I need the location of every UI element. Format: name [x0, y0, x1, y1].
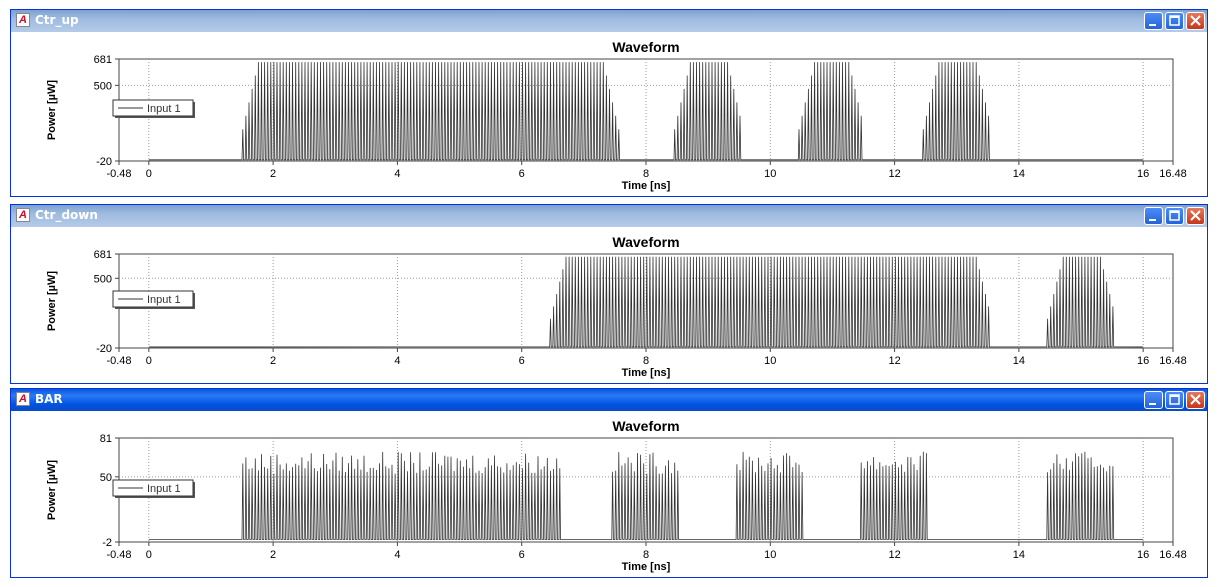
y-tick-label: 681 [94, 54, 112, 66]
app-icon: A [16, 13, 30, 27]
y-tick-label: 81 [100, 433, 112, 445]
x-tick-label: 16 [1137, 355, 1149, 367]
x-tick-label: 6 [519, 168, 525, 180]
maximize-button[interactable] [1165, 391, 1184, 409]
window-ctr-down: A Ctr_down Waveform -0.48 0 2 4 6 8 10 12 14 16 16.… [10, 204, 1208, 384]
y-tick-label: -2 [102, 537, 112, 549]
x-tick-label: 4 [394, 168, 400, 180]
series-line [148, 451, 1144, 540]
waveform-chart: Waveform -0.48 0 2 4 6 8 10 12 14 16 16.48 81 50 -2 Tim… [46, 418, 1187, 573]
x-tick-label: -0.48 [106, 549, 131, 561]
y-axis-label: Power [µW] [46, 80, 58, 140]
x-tick-label: 10 [764, 355, 776, 367]
window-title: Ctr_down [35, 208, 98, 222]
y-tick-label: 681 [94, 249, 112, 261]
maximize-icon [1169, 15, 1180, 26]
close-button[interactable] [1186, 12, 1205, 30]
x-tick-label: 16 [1137, 168, 1149, 180]
maximize-icon [1169, 394, 1180, 405]
maximize-button[interactable] [1165, 207, 1184, 225]
x-tick-label: 4 [394, 355, 400, 367]
x-tick-label: 2 [270, 549, 276, 561]
x-axis-label: Time [ns] [622, 561, 671, 573]
series-line [148, 256, 1144, 348]
window-content: Waveform -0.48 0 2 4 6 8 10 12 14 16 16.48 81 50 -2 Tim… [11, 411, 1207, 577]
x-tick-label: 12 [888, 549, 900, 561]
minimize-icon [1149, 24, 1156, 26]
chart-title: Waveform [612, 234, 679, 250]
chart-title: Waveform [612, 418, 679, 434]
x-tick-label: 4 [394, 549, 400, 561]
y-tick-label: 500 [94, 273, 112, 285]
x-tick-label: 16.48 [1159, 168, 1187, 180]
x-tick-label: 6 [519, 549, 525, 561]
window-titlebar[interactable]: A Ctr_down [11, 205, 1207, 227]
window-title: Ctr_up [35, 13, 79, 27]
legend-box [112, 479, 194, 497]
x-axis-label: Time [ns] [622, 180, 671, 192]
legend-box [112, 290, 194, 308]
x-tick-label: 2 [270, 355, 276, 367]
y-tick-label: -20 [96, 343, 112, 355]
waveform-chart: Waveform -0.48 0 2 4 6 8 10 12 14 16 16.48 681 500 -20… [46, 39, 1187, 192]
waveform-chart: Waveform -0.48 0 2 4 6 8 10 12 14 16 16.48 681 500 -20… [46, 234, 1187, 379]
x-tick-label: 12 [888, 355, 900, 367]
x-tick-label: 16.48 [1159, 355, 1187, 367]
series-line [148, 62, 1144, 161]
x-tick-label: 6 [519, 355, 525, 367]
legend-label: Input 1 [147, 103, 181, 115]
app-icon: A [16, 392, 30, 406]
x-tick-label: 14 [1013, 355, 1025, 367]
x-tick-label: 16.48 [1159, 549, 1187, 561]
y-tick-label: 50 [100, 472, 112, 484]
x-tick-label: 14 [1013, 168, 1025, 180]
window-titlebar[interactable]: A BAR [11, 389, 1207, 411]
close-icon [1190, 15, 1201, 26]
legend-label: Input 1 [147, 294, 181, 306]
minimize-button[interactable] [1144, 12, 1163, 30]
window-bar: A BAR Waveform -0.48 0 2 4 6 8 10 12 14 16 16.48 81 5… [10, 388, 1208, 578]
close-button[interactable] [1186, 391, 1205, 409]
x-tick-label: 8 [643, 549, 649, 561]
minimize-button[interactable] [1144, 391, 1163, 409]
x-tick-label: 16 [1137, 549, 1149, 561]
x-tick-label: 2 [270, 168, 276, 180]
close-icon [1190, 210, 1201, 221]
x-tick-label: 12 [888, 168, 900, 180]
x-tick-label: 8 [643, 355, 649, 367]
x-axis-label: Time [ns] [622, 367, 671, 379]
window-ctr-up: A Ctr_up Waveform -0.48 0 2 4 6 8 10 12 14 16 16.48… [10, 9, 1208, 197]
close-button[interactable] [1186, 207, 1205, 225]
window-content: Waveform -0.48 0 2 4 6 8 10 12 14 16 16.48 681 500 -20… [11, 32, 1207, 196]
x-tick-label: 8 [643, 168, 649, 180]
y-tick-label: -20 [96, 156, 112, 168]
chart-title: Waveform [612, 39, 679, 55]
x-tick-label: 10 [764, 549, 776, 561]
x-tick-label: 0 [146, 549, 152, 561]
minimize-icon [1149, 219, 1156, 221]
minimize-button[interactable] [1144, 207, 1163, 225]
close-icon [1190, 394, 1201, 405]
x-tick-label: -0.48 [106, 355, 131, 367]
legend-label: Input 1 [147, 483, 181, 495]
maximize-button[interactable] [1165, 12, 1184, 30]
minimize-icon [1149, 403, 1156, 405]
x-tick-label: 0 [146, 355, 152, 367]
x-tick-label: 14 [1013, 549, 1025, 561]
x-tick-label: 10 [764, 168, 776, 180]
maximize-icon [1169, 210, 1180, 221]
x-tick-label: -0.48 [106, 168, 131, 180]
y-axis-label: Power [µW] [46, 271, 58, 331]
y-tick-label: 500 [94, 80, 112, 92]
legend-box [112, 99, 194, 117]
x-tick-label: 0 [146, 168, 152, 180]
window-titlebar[interactable]: A Ctr_up [11, 10, 1207, 32]
window-title: BAR [35, 392, 63, 406]
app-icon: A [16, 208, 30, 222]
y-axis-label: Power [µW] [46, 460, 58, 520]
window-content: Waveform -0.48 0 2 4 6 8 10 12 14 16 16.48 681 500 -20… [11, 227, 1207, 383]
